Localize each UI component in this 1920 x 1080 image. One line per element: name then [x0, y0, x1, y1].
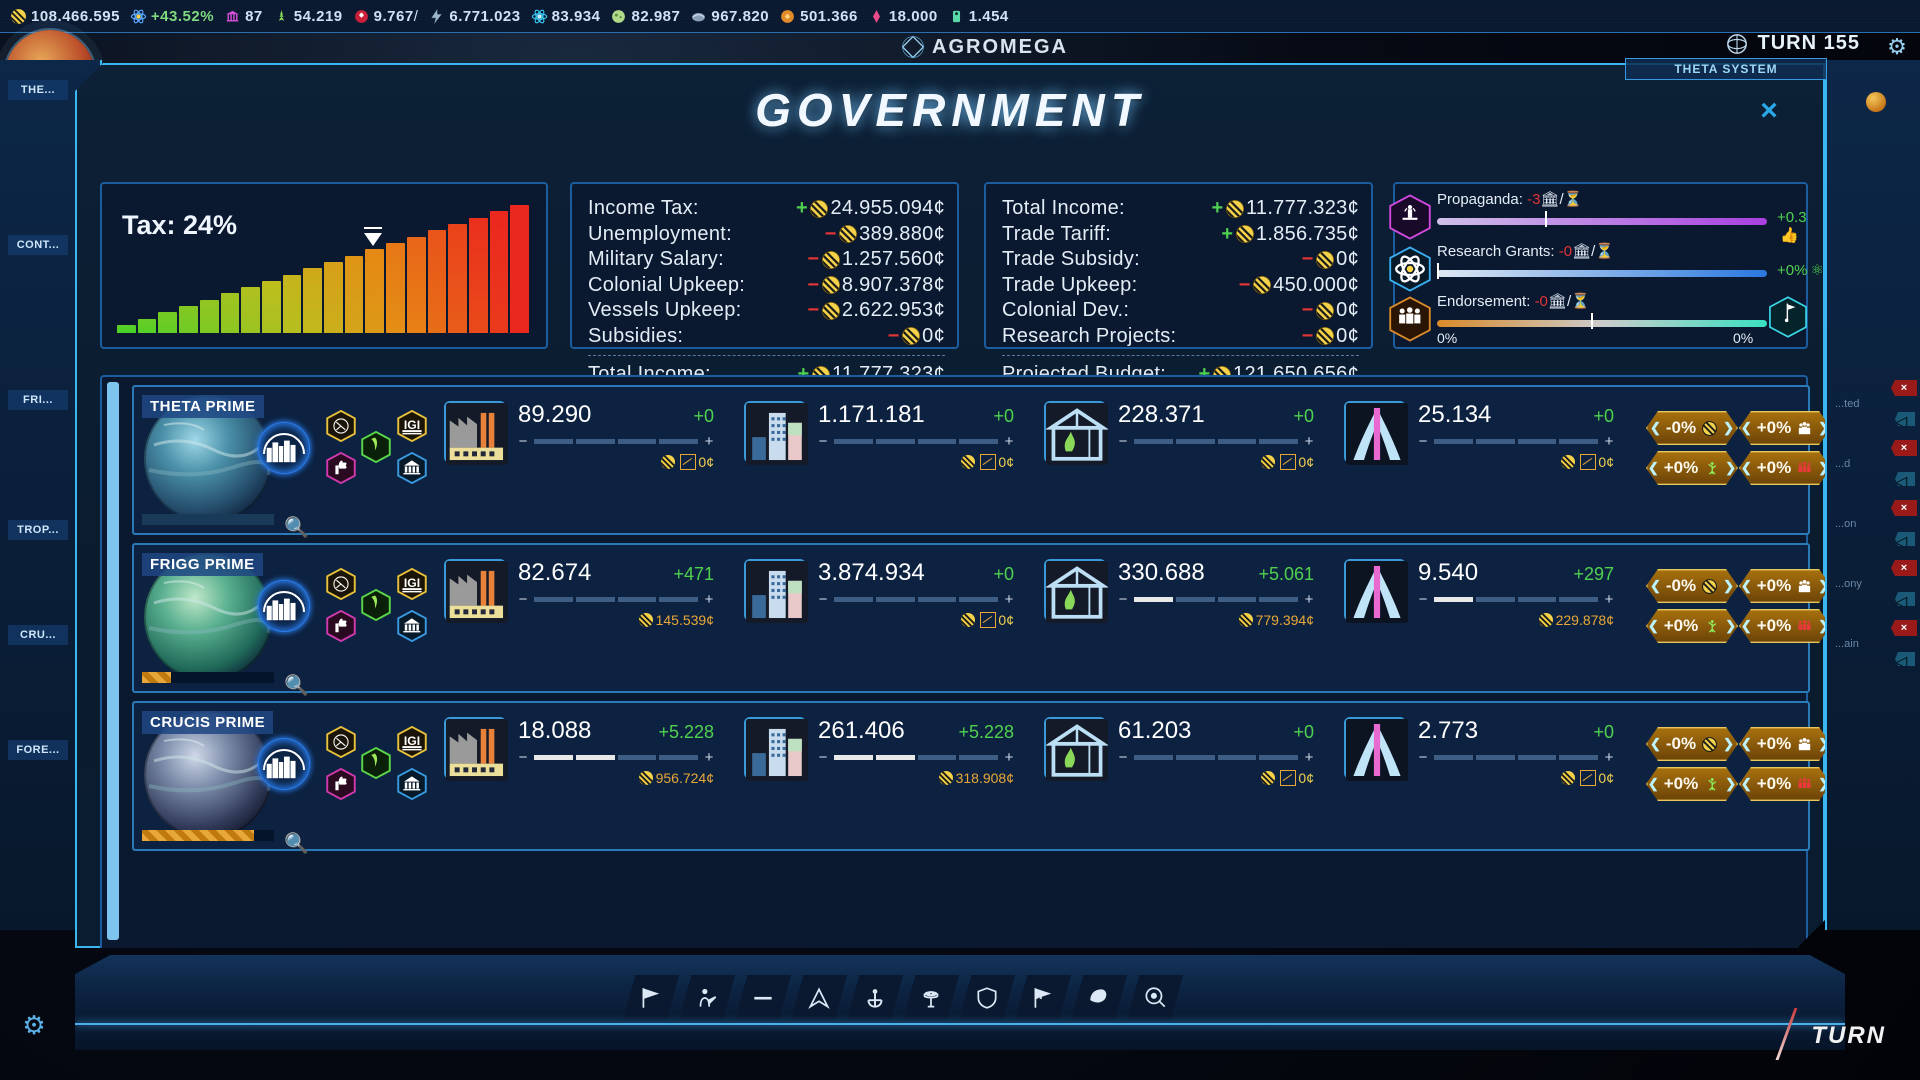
svg-text:IGI: IGI	[404, 576, 420, 590]
svg-text:IGI: IGI	[404, 418, 420, 432]
svg-text:IGI: IGI	[404, 734, 420, 748]
